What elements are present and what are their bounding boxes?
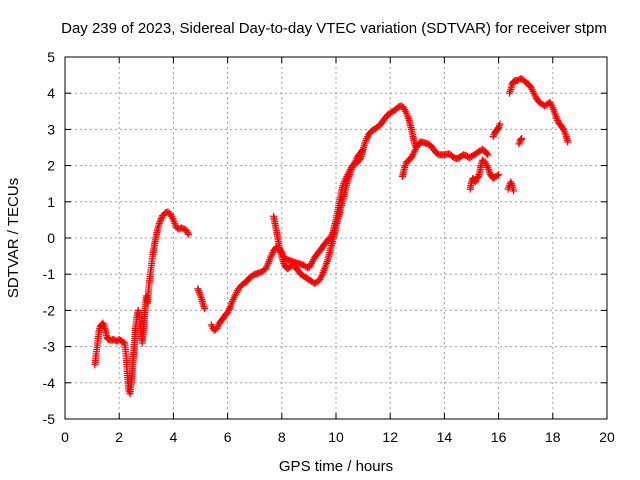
data-point (517, 135, 525, 143)
data-point (359, 145, 367, 153)
data-point (358, 147, 366, 155)
y-axis-label: SDTVAR / TECUs (5, 178, 22, 298)
data-point (184, 230, 192, 238)
y-tick-labels: -5 -4 -3 -2 -1 0 1 2 3 4 5 (43, 49, 56, 427)
y-tick-label: 4 (47, 85, 55, 101)
data-point (493, 172, 501, 180)
y-tick-label: 3 (47, 121, 55, 137)
data-point (559, 124, 567, 132)
x-tick-label: 2 (115, 429, 123, 445)
x-tick-label: 18 (545, 429, 561, 445)
data-points (91, 75, 572, 398)
x-tick-label: 0 (61, 429, 69, 445)
data-point (201, 305, 209, 313)
y-tick-label: 0 (47, 230, 55, 246)
x-tick-label: 8 (278, 429, 286, 445)
data-point (564, 138, 572, 146)
y-tick-label: 2 (47, 158, 55, 174)
plot-frame (64, 56, 608, 420)
data-point (495, 171, 503, 179)
x-tick-label: 4 (170, 429, 178, 445)
data-point (157, 215, 165, 223)
y-tick-label: 5 (47, 49, 55, 65)
x-tick-label: 14 (437, 429, 453, 445)
x-tick-label: 20 (599, 429, 615, 445)
x-tick-labels: 0 2 4 6 8 10 12 14 16 18 20 (61, 429, 615, 445)
x-tick-label: 12 (382, 429, 398, 445)
data-point (483, 150, 491, 158)
y-tick-label: 1 (47, 194, 55, 210)
x-tick-label: 6 (224, 429, 232, 445)
data-point (119, 338, 127, 346)
data-point (518, 134, 526, 142)
y-tick-label: -2 (43, 302, 56, 318)
x-axis-label: GPS time / hours (279, 458, 393, 475)
y-tick-label: -1 (43, 266, 56, 282)
y-tick-label: -3 (43, 339, 56, 355)
chart-title: Day 239 of 2023, Sidereal Day-to-day VTE… (61, 20, 607, 37)
y-tick-label: -4 (43, 375, 56, 391)
data-point (413, 142, 421, 150)
data-point (496, 120, 504, 128)
data-point (157, 216, 165, 224)
data-point (156, 218, 164, 226)
y-tick-label: -5 (43, 411, 56, 427)
data-point (484, 151, 492, 159)
data-point (510, 187, 518, 195)
x-tick-label: 10 (328, 429, 344, 445)
x-tick-label: 16 (491, 429, 507, 445)
